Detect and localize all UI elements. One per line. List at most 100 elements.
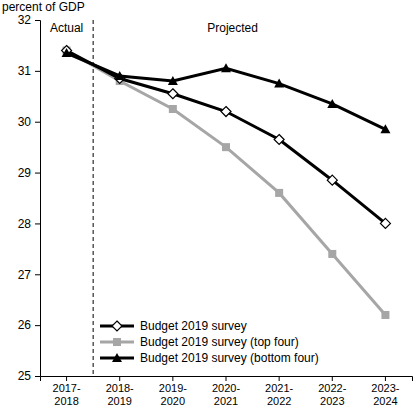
x-tick-label: 2023-2024 — [371, 382, 399, 407]
x-tick: 2018-2019 — [106, 376, 134, 407]
marker-group — [115, 71, 125, 80]
marker-group — [221, 107, 231, 117]
marker-group — [169, 105, 177, 113]
y-tick-mark — [35, 173, 40, 174]
legend-item: Budget 2019 survey (bottom four) — [100, 351, 319, 365]
x-tick: 2019-2020 — [159, 376, 187, 407]
x-axis-line — [41, 377, 413, 382]
x-tick-label: 2017-2018 — [53, 382, 81, 407]
y-tick: 31 — [18, 64, 40, 78]
marker — [222, 143, 230, 151]
legend-marker — [112, 353, 122, 362]
legend: Budget 2019 survey Budget 2019 survey (to… — [100, 319, 319, 365]
x-tick-label: 2021-2022 — [265, 382, 293, 407]
marker — [380, 218, 390, 228]
marker-group — [222, 143, 230, 151]
marker-group — [274, 79, 284, 88]
marker — [169, 105, 177, 113]
x-tick: 2022-2023 — [318, 376, 346, 407]
marker-group — [327, 99, 337, 108]
y-tick: 28 — [18, 217, 40, 231]
x-tick-label: 2019-2020 — [159, 382, 187, 407]
series-line — [67, 51, 386, 224]
y-tick: 25 — [18, 369, 40, 383]
marker — [168, 89, 178, 99]
series-line — [67, 51, 386, 315]
annotation: Actual — [50, 21, 83, 35]
y-tick-mark — [35, 274, 40, 275]
y-tick-mark — [35, 122, 40, 123]
y-axis: 25 26 27 28 29 30 31 32 — [18, 13, 41, 383]
legend-label: Budget 2019 survey (bottom four) — [140, 351, 319, 365]
legend-item: Budget 2019 survey (top four) — [100, 335, 299, 349]
y-tick-mark — [35, 71, 40, 72]
marker-group — [327, 175, 337, 185]
marker-group — [168, 89, 178, 99]
marker — [380, 124, 390, 133]
marker — [274, 135, 284, 145]
marker-group — [328, 250, 336, 258]
marker — [221, 63, 231, 72]
marker — [275, 189, 283, 197]
x-tick-label: 2020-2021 — [212, 382, 240, 407]
x-tick-mark — [332, 376, 333, 381]
y-tick-label: 28 — [18, 217, 32, 231]
y-tick: 32 — [18, 13, 40, 27]
y-tick-label: 25 — [18, 369, 32, 383]
legend-marker-group — [113, 338, 121, 346]
x-tick-mark — [66, 376, 67, 381]
x-axis: 2017-2018 2018-2019 2019-2020 2020-2021 2021… — [41, 376, 413, 407]
marker — [381, 311, 389, 319]
y-tick-label: 30 — [18, 115, 32, 129]
legend-marker-group — [112, 321, 122, 331]
y-tick: 26 — [18, 318, 40, 332]
y-tick-mark — [35, 376, 40, 377]
marker — [115, 71, 125, 80]
marker-group — [168, 76, 178, 85]
x-tick-mark — [172, 376, 173, 381]
marker — [221, 107, 231, 117]
legend-marker-group — [112, 353, 122, 362]
annotation: Projected — [207, 21, 258, 35]
y-tick-mark — [35, 20, 40, 21]
legend-label: Budget 2019 survey — [140, 319, 247, 333]
legend-marker — [112, 321, 122, 331]
y-tick-mark — [35, 325, 40, 326]
series-line — [67, 53, 386, 129]
y-tick: 27 — [18, 268, 40, 282]
x-tick: 2020-2021 — [212, 376, 240, 407]
legend-item: Budget 2019 survey — [100, 319, 247, 333]
y-tick: 30 — [18, 115, 40, 129]
chart: 25 26 27 28 29 30 31 32 2017-2018 2018-2019 2019-2… — [0, 0, 418, 418]
x-tick: 2017-2018 — [53, 376, 81, 407]
marker — [327, 175, 337, 185]
y-tick-label: 26 — [18, 318, 32, 332]
marker — [327, 99, 337, 108]
divider — [93, 20, 94, 376]
marker-group — [62, 48, 72, 57]
marker — [168, 76, 178, 85]
marker-group — [380, 218, 390, 228]
marker-group — [221, 63, 231, 72]
y-tick-mark — [35, 223, 40, 224]
marks — [62, 46, 391, 319]
plot: 25 26 27 28 29 30 31 32 2017-2018 2018-2019 2019-2… — [18, 13, 413, 407]
marker — [328, 250, 336, 258]
x-tick: 2023-2024 — [371, 376, 399, 407]
marker-group — [275, 189, 283, 197]
x-tick-mark — [279, 376, 280, 381]
x-tick-mark — [119, 376, 120, 381]
y-axis-line — [35, 21, 41, 377]
x-tick-label: 2018-2019 — [106, 382, 134, 407]
marker — [274, 79, 284, 88]
y-tick-label: 32 — [18, 13, 32, 27]
y-tick-label: 31 — [18, 64, 32, 78]
x-tick-label: 2022-2023 — [318, 382, 346, 407]
marker-group — [381, 311, 389, 319]
y-tick: 29 — [18, 166, 40, 180]
x-tick: 2021-2022 — [265, 376, 293, 407]
y-tick-label: 29 — [18, 166, 32, 180]
y-tick-label: 27 — [18, 268, 32, 282]
legend-label: Budget 2019 survey (top four) — [140, 335, 299, 349]
marker — [62, 48, 72, 57]
